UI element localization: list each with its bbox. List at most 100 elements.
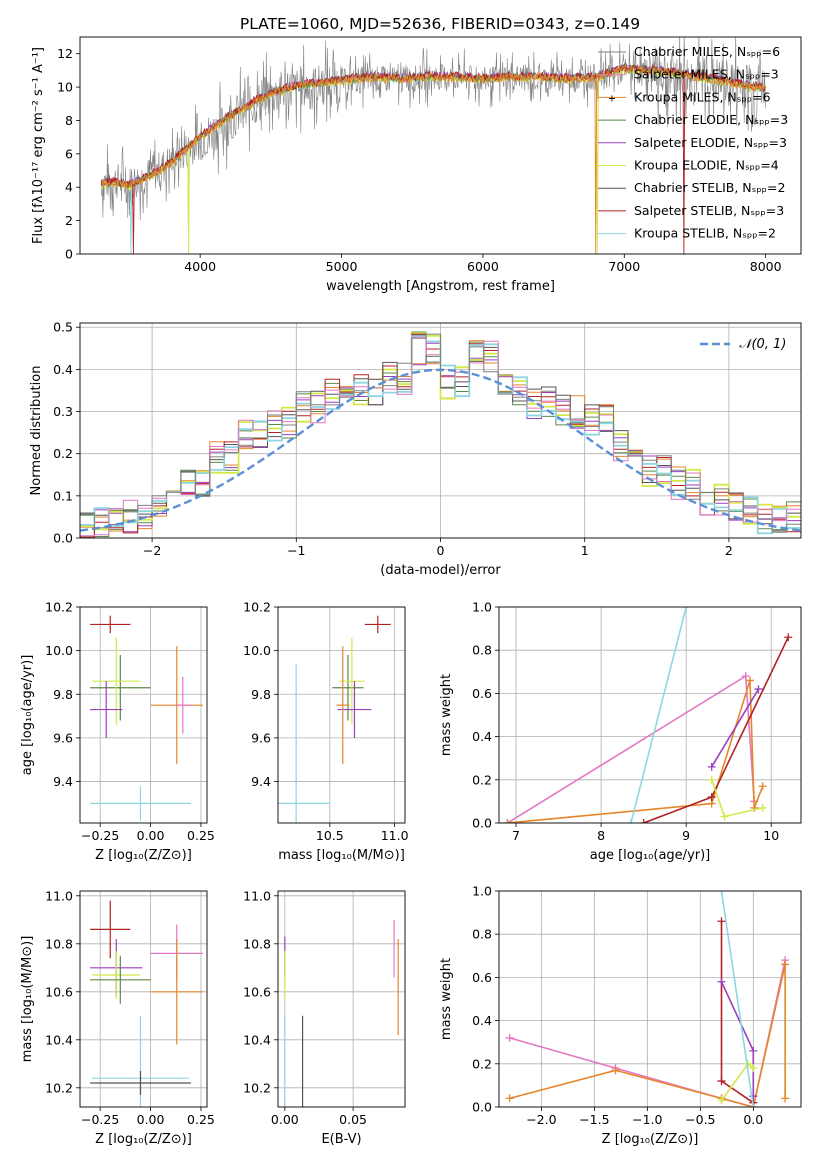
histogram-step-line (80, 333, 801, 533)
y-axis-label: Normed distribution (29, 366, 44, 496)
series-line (509, 964, 786, 1107)
x-tick-label: −0.25 (81, 828, 119, 843)
series-line (630, 607, 687, 823)
x-axis-label: Z [log₁₀(Z/Z⊙)] (95, 1132, 192, 1147)
normal-curve-line (80, 368, 801, 532)
x-tick-label: −1 (287, 543, 305, 558)
series-marker (717, 891, 726, 895)
x-tick-label: 0.00 (137, 1112, 165, 1127)
data-point (150, 939, 203, 1045)
y-tick-label: 0.1 (53, 488, 73, 503)
y-tick-label: 10.8 (45, 936, 73, 951)
y-tick-label: 10.6 (45, 984, 73, 999)
series-line (643, 636, 789, 823)
x-tick-label: −2.0 (526, 1112, 556, 1127)
axes-frame (79, 322, 802, 539)
legend-marker: + (608, 93, 616, 104)
series-line (720, 891, 755, 1107)
error-bars (90, 615, 203, 821)
y-tick-label: 0.2 (472, 772, 492, 787)
x-axis-label: E(B-V) (321, 1132, 361, 1147)
x-axis-label: mass [log₁₀(M/M⊙)] (278, 848, 405, 863)
x-tick-label: 0.25 (187, 828, 215, 843)
series-marker (682, 607, 691, 611)
y-tick-label: 9.8 (251, 687, 271, 702)
x-tick-label: 0.25 (187, 1112, 215, 1127)
y-tick-label: 10.2 (243, 600, 271, 615)
series-marker (717, 1096, 726, 1105)
x-tick-label: −0.25 (81, 1112, 119, 1127)
x-axis-label: Z [log₁₀(Z/Z⊙)] (95, 848, 192, 863)
data-point (90, 615, 131, 634)
y-tick-label: 10.4 (243, 1032, 271, 1047)
y-tick-label: 9.6 (251, 730, 271, 745)
series-line (711, 688, 760, 768)
y-axis-label: mass [log₁₀(M/M⊙)] (20, 936, 35, 1063)
x-tick-label: 9 (682, 828, 690, 843)
y-axis-label: age [log₁₀(age/yr)] (20, 655, 35, 776)
y-tick-label: 0.4 (472, 729, 492, 744)
data-point (90, 681, 123, 738)
series-marker (781, 1094, 790, 1103)
x-tick-label: 0 (437, 543, 445, 558)
legend-label: Kroupa MILES, Nₛₚₚ=6 (634, 89, 771, 104)
series-marker (749, 1092, 758, 1101)
x-tick-label: 0.05 (339, 1112, 367, 1127)
y-tick-label: 6 (65, 146, 73, 161)
y-tick-label: 11.0 (45, 888, 73, 903)
y-tick-label: 10.4 (45, 1032, 73, 1047)
y-tick-label: 0.5 (53, 320, 73, 335)
data-point (90, 900, 131, 959)
y-tick-label: 1.0 (472, 600, 492, 615)
y-tick-label: 10.2 (45, 600, 73, 615)
y-tick-label: 0.6 (472, 686, 492, 701)
panel-3: −0.25 0.00 0.25 9.4 9.6 9.8 10.0 10.2 Z [log₁₀(Z… (20, 600, 215, 864)
axes-frame (79, 890, 208, 1108)
axes-frame (277, 890, 406, 1108)
legend-label: Chabrier STELIB, Nₛₚₚ=2 (634, 180, 785, 195)
y-tick-label: 9.6 (53, 730, 73, 745)
legend-label: Chabrier ELODIE, Nₛₚₚ=3 (634, 112, 788, 127)
y-tick-label: 8 (65, 113, 73, 128)
data-point (92, 951, 141, 999)
series-marker (707, 762, 716, 771)
y-tick-label: 0.0 (472, 816, 492, 831)
legend-label: 𝒩(0, 1) (739, 337, 786, 352)
x-tick-label: −1.0 (632, 1112, 662, 1127)
series-marker (720, 812, 729, 821)
y-tick-label: 9.4 (53, 774, 73, 789)
x-tick-label: 2 (725, 543, 733, 558)
axes-frame (498, 890, 802, 1108)
y-tick-label: 0.8 (472, 927, 492, 942)
y-tick-label: 2 (65, 213, 73, 228)
x-tick-label: 0.0 (743, 1112, 763, 1127)
y-tick-label: 9.8 (53, 687, 73, 702)
error-bars (90, 900, 203, 1107)
x-tick-label: 4000 (184, 259, 216, 274)
y-tick-label: 10.6 (243, 984, 271, 999)
x-tick-label: 7 (512, 828, 520, 843)
series-marker (745, 676, 754, 685)
x-axis-label: (data-model)/error (380, 563, 501, 578)
data-point (92, 637, 141, 725)
data-point (174, 676, 191, 734)
legend-label: Chabrier MILES, Nₛₚₚ=6 (634, 44, 780, 59)
series-marker (639, 819, 648, 823)
x-tick-label: 0.00 (137, 828, 165, 843)
series-line (507, 674, 755, 823)
legend: 𝒩(0, 1) (700, 337, 786, 352)
legend-label: Salpeter STELIB, Nₛₚₚ=3 (634, 203, 784, 218)
series-marker (781, 960, 790, 969)
y-axis-label: Flux [fλ10⁻¹⁷ erg cm⁻² s⁻¹ A⁻¹] (31, 47, 46, 244)
y-tick-label: 11.0 (243, 888, 271, 903)
series-marker (505, 1033, 514, 1042)
legend-label: Kroupa ELODIE, Nₛₚₚ=4 (634, 158, 779, 173)
series-marker (717, 917, 726, 926)
error-bars (284, 919, 399, 1107)
panel-8: −2.0 −1.5 −1.0 −0.5 0.0 0.0 0.2 0.4 0.6 0.8 1.0 Z [… (439, 884, 802, 1147)
series-marker (758, 782, 767, 791)
histograms (80, 331, 801, 538)
panel-4: 10.5 11.0 9.4 9.6 9.8 10.0 10.2 mass [log₁₀(M/M… (243, 600, 408, 864)
y-axis-label: mass weight (439, 958, 454, 1040)
